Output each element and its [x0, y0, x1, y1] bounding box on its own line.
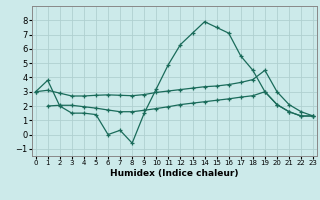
X-axis label: Humidex (Indice chaleur): Humidex (Indice chaleur): [110, 169, 239, 178]
